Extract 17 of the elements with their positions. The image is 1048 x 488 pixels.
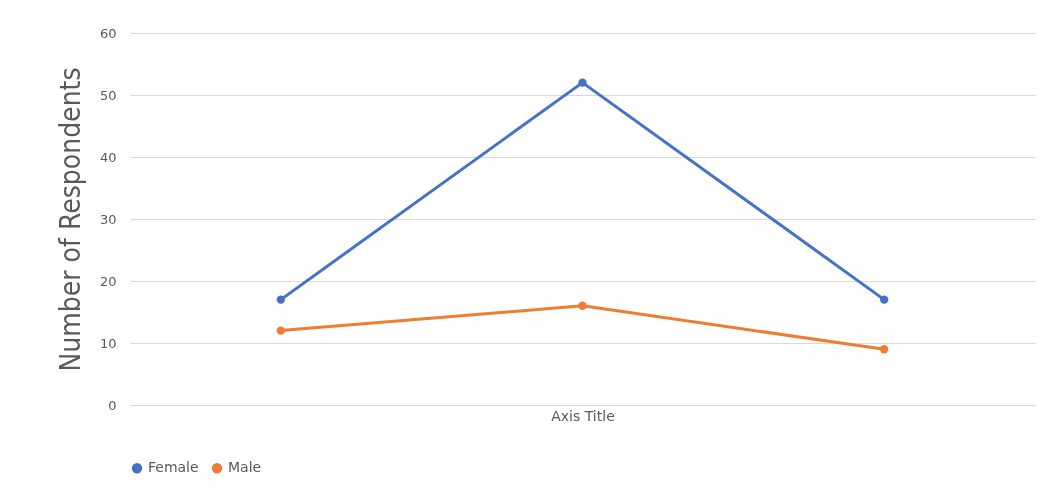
point <box>578 301 587 310</box>
x-axis-title: Axis Title <box>551 407 615 424</box>
legend-label: Female <box>148 459 199 476</box>
y-tick-label: 10 <box>99 335 117 351</box>
point <box>578 78 587 87</box>
point <box>879 295 889 304</box>
y-tick-label: 30 <box>99 211 117 227</box>
y-tick-label: 40 <box>99 149 117 165</box>
y-tick-label: 50 <box>99 87 117 103</box>
y-axis-title: Number of Respondents <box>53 67 87 372</box>
point <box>276 326 286 335</box>
y-tick-label: 20 <box>99 273 117 289</box>
legend-label: Male <box>228 459 262 476</box>
y-tick-label: 0 <box>108 397 117 413</box>
point <box>879 345 889 354</box>
y-tick-label: 60 <box>99 25 117 41</box>
point <box>276 295 286 304</box>
